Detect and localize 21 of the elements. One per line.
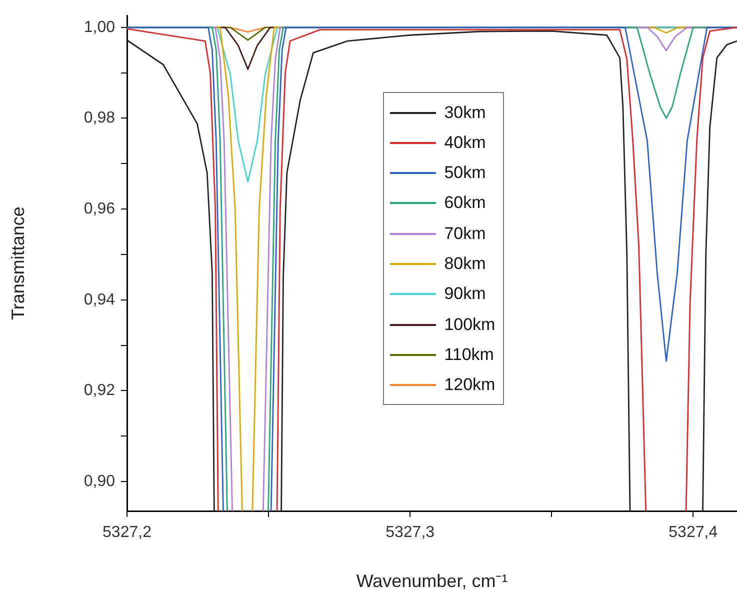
y-axis-title: Transmittance (8, 206, 28, 320)
legend-label: 50km (444, 163, 486, 184)
legend-label: 110km (444, 344, 494, 365)
legend-label: 30km (444, 102, 486, 123)
x-axis-title: Wavenumber, cm⁻¹ (356, 571, 508, 592)
x-tick-label: 5327,3 (386, 524, 435, 542)
legend-label: 40km (444, 132, 486, 153)
y-tick-label: 1,00 (84, 18, 116, 36)
y-tick-label: 0,92 (84, 382, 116, 400)
y-tick-label: 0,96 (84, 200, 116, 218)
legend-label: 60km (444, 193, 486, 214)
x-tick-label: 5327,2 (102, 524, 152, 542)
y-tick-label: 0,94 (84, 291, 116, 308)
legend-label: 80km (444, 254, 486, 274)
legend-label: 100km (444, 314, 496, 335)
legend-label: 120km (444, 375, 496, 396)
x-tick-label: 5327,4 (668, 524, 718, 542)
y-tick-label: 0,90 (84, 472, 116, 490)
y-tick-label: 0,98 (84, 110, 116, 127)
legend-label: 70km (444, 224, 486, 244)
legend-label: 90km (444, 284, 486, 304)
